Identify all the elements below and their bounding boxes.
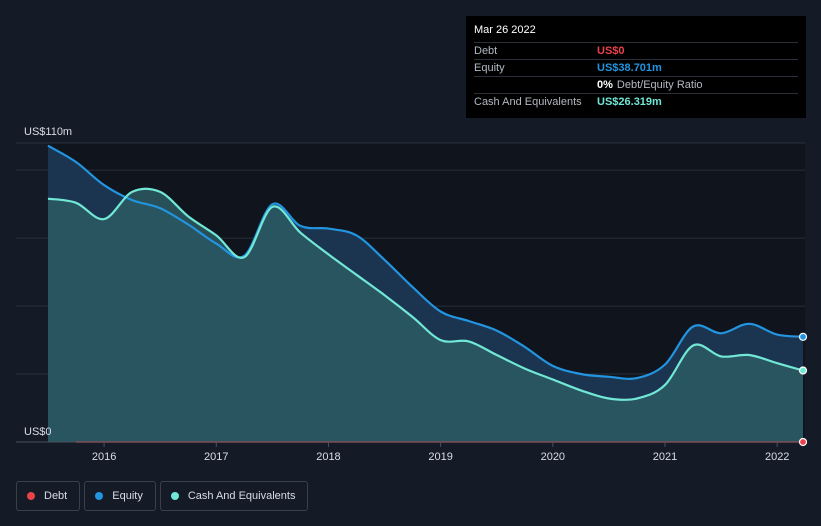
x-tick-label: 2020 [541,451,565,463]
tooltip-cash-value: US$26.319m [597,96,662,108]
tooltip-row-equity: Equity US$38.701m [474,59,798,76]
debt-end-dot [798,437,808,447]
legend-label-debt: Debt [44,490,68,502]
legend-item-equity[interactable]: Equity [84,481,156,511]
legend-dot-cash [170,492,179,500]
x-tick-label: 2019 [428,451,452,463]
tooltip-row-debt: Debt US$0 [474,42,798,59]
end-markers [798,332,808,447]
legend-label-equity: Equity [112,490,143,502]
legend-item-cash[interactable]: Cash And Equivalents [159,481,309,511]
x-tick-label: 2017 [204,451,228,463]
x-tick-label: 2016 [92,451,116,463]
tooltip-ratio-value: 0% [597,79,613,91]
cash-area [48,188,803,442]
legend-label-cash: Cash And Equivalents [187,490,296,502]
cash-line [47,187,804,401]
tooltip-panel: Mar 26 2022 Debt US$0 Equity US$38.701m … [466,16,806,118]
tooltip-ratio-label: Debt/Equity Ratio [616,79,703,91]
chart-legend: Debt Equity Cash And Equivalents [16,481,309,511]
tooltip-debt-value: US$0 [597,45,625,57]
cash-end-dot [798,366,808,375]
y-top-label: US$110m [24,126,72,138]
y-bottom-label: US$0 [24,426,52,438]
tooltip-equity-value: US$38.701m [597,62,662,74]
tooltip-cash-label: Cash And Equivalents [474,96,582,108]
equity-line [47,144,804,380]
tooltip-row-ratio: 0% Debt/Equity Ratio [474,76,798,93]
x-tick-label: 2021 [653,451,677,463]
tooltip-row-cash: Cash And Equivalents US$26.319m [474,93,798,110]
legend-dot-equity [95,492,104,500]
x-tick-label: 2018 [316,451,340,463]
tooltip-equity-label: Equity [474,62,505,74]
x-axis-ticks: 2016 2017 2018 2019 2020 2021 2022 [92,442,789,463]
x-tick-label: 2022 [765,451,789,463]
tooltip-date: Mar 26 2022 [474,24,536,36]
equity-end-dot [798,332,808,341]
legend-item-debt[interactable]: Debt [16,481,81,511]
tooltip-debt-label: Debt [474,45,498,57]
legend-dot-debt [27,492,35,500]
